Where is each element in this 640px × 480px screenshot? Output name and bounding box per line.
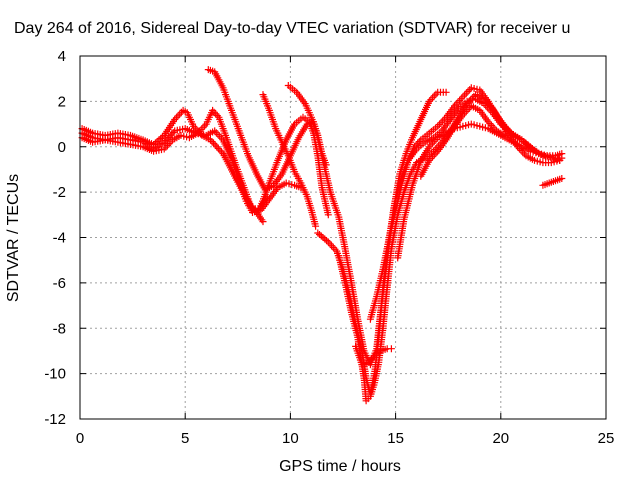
data-point-fill [169,129,177,136]
data-point-fill [164,141,171,149]
data-point-fill [212,129,220,137]
data-point-fill [213,143,221,151]
data-point-fill [211,141,219,149]
data-point-fill [366,357,374,365]
axis-ticks [79,55,607,420]
y-axis-title: SDTVAR / TECUs [5,174,22,302]
data-point [314,229,322,237]
data-point-fill [166,132,174,140]
data-point [558,175,566,182]
y-tick-label: -12 [44,411,66,428]
data-point [364,358,372,366]
data-point-fill [367,355,375,363]
data-point [501,131,509,139]
x-tick-label: 20 [492,430,509,447]
x-tick-label: 15 [387,430,404,447]
data-point [259,218,267,226]
data-point [387,345,395,353]
data-point [160,138,168,146]
data-point-fill [250,205,258,213]
y-tick-label: 4 [58,48,66,65]
data-point [558,150,566,158]
data-point-fill [218,148,225,156]
x-axis-title: GPS time / hours [279,458,401,475]
data-point-fill [461,91,469,99]
data-point-fill [216,146,224,154]
data-point-fill [157,134,165,142]
data-point-fill [174,112,182,120]
data-point-fill [168,130,176,138]
data-point-fill [462,89,470,97]
data-point-fill [329,244,337,251]
y-tick-label: -6 [53,275,66,292]
data-point-fill [216,132,224,140]
data-point-fill [163,135,171,143]
data-point-fill [213,112,221,120]
data-point-fill [369,353,377,361]
data-point-fill [210,108,218,116]
y-tick-label: -10 [44,366,66,383]
data-point-fill [321,235,329,243]
data-point-fill [248,203,256,211]
data-point [442,88,450,96]
data-point-fill [430,92,438,100]
data-point-fill [328,242,336,250]
y-tick-label: 0 [58,139,66,156]
data-point-fill [414,139,422,147]
y-tick-label: -8 [53,320,66,337]
y-tick-label: -4 [53,230,66,247]
x-tick-label: 5 [181,430,189,447]
x-tick-label: 25 [598,430,615,447]
data-point-fill [464,87,472,95]
data-point-fill [214,145,222,152]
data-point-fill [486,120,494,128]
y-tick-label: 2 [58,93,66,110]
data-point-fill [210,139,218,147]
data-point-fill [488,121,495,129]
chart-title: Day 264 of 2016, Sidereal Day-to-day VTE… [14,20,570,37]
data-point-fill [466,86,474,94]
data-point [246,202,254,210]
y-tick-label: -2 [53,184,66,201]
data-point-fill [212,110,220,118]
x-tick-label: 0 [76,430,84,447]
data-point-fill [432,90,440,98]
data-point-fill [415,138,423,146]
data-point-fill [251,207,259,215]
data-point [324,211,332,219]
data-point-fill [162,137,170,145]
data-point [312,222,320,230]
data-point-fill [208,138,216,146]
data-point-fill [412,141,420,149]
data-point-fill [165,133,173,141]
data-point-fill [317,232,325,240]
data-points [78,66,566,405]
x-tick-label: 10 [282,430,299,447]
data-point [206,136,214,144]
